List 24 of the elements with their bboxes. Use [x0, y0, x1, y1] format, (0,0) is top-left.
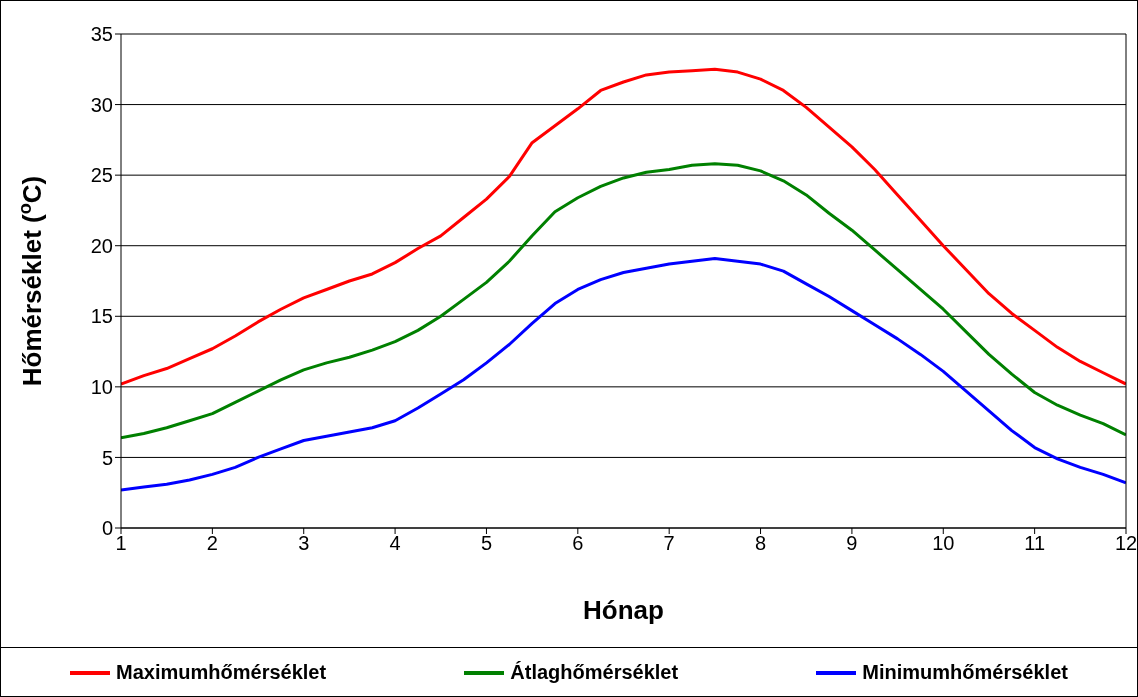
x-tick-label: 1: [115, 532, 127, 555]
x-axis-title: Hónap: [583, 595, 664, 625]
y-tick-label: 30: [90, 93, 113, 116]
legend-label: Maximumhőmérséklet: [116, 661, 327, 684]
y-tick-label: 15: [90, 305, 113, 328]
x-tick-label: 6: [572, 532, 584, 555]
y-tick-label: 25: [90, 164, 113, 187]
x-tick-label: 12: [1114, 532, 1138, 555]
y-tick-label: 5: [101, 446, 113, 469]
x-tick-label: 9: [846, 532, 858, 555]
x-tick-label: 8: [754, 532, 767, 555]
y-tick-label: 10: [90, 375, 113, 398]
legend-label: Minimumhőmérséklet: [862, 661, 1068, 684]
x-tick-label: 10: [932, 532, 955, 555]
x-tick-label: 7: [663, 532, 675, 555]
x-tick-label: 4: [389, 532, 401, 555]
y-tick-label: 20: [90, 234, 113, 257]
x-tick-label: 2: [206, 532, 218, 555]
y-tick-label: 0: [101, 517, 113, 540]
legend-label: Átlaghőmérséklet: [510, 661, 679, 684]
y-tick-label: 35: [90, 23, 113, 46]
x-tick-label: 11: [1024, 532, 1046, 555]
x-tick-label: 5: [480, 532, 493, 555]
x-tick-label: 3: [298, 532, 310, 555]
